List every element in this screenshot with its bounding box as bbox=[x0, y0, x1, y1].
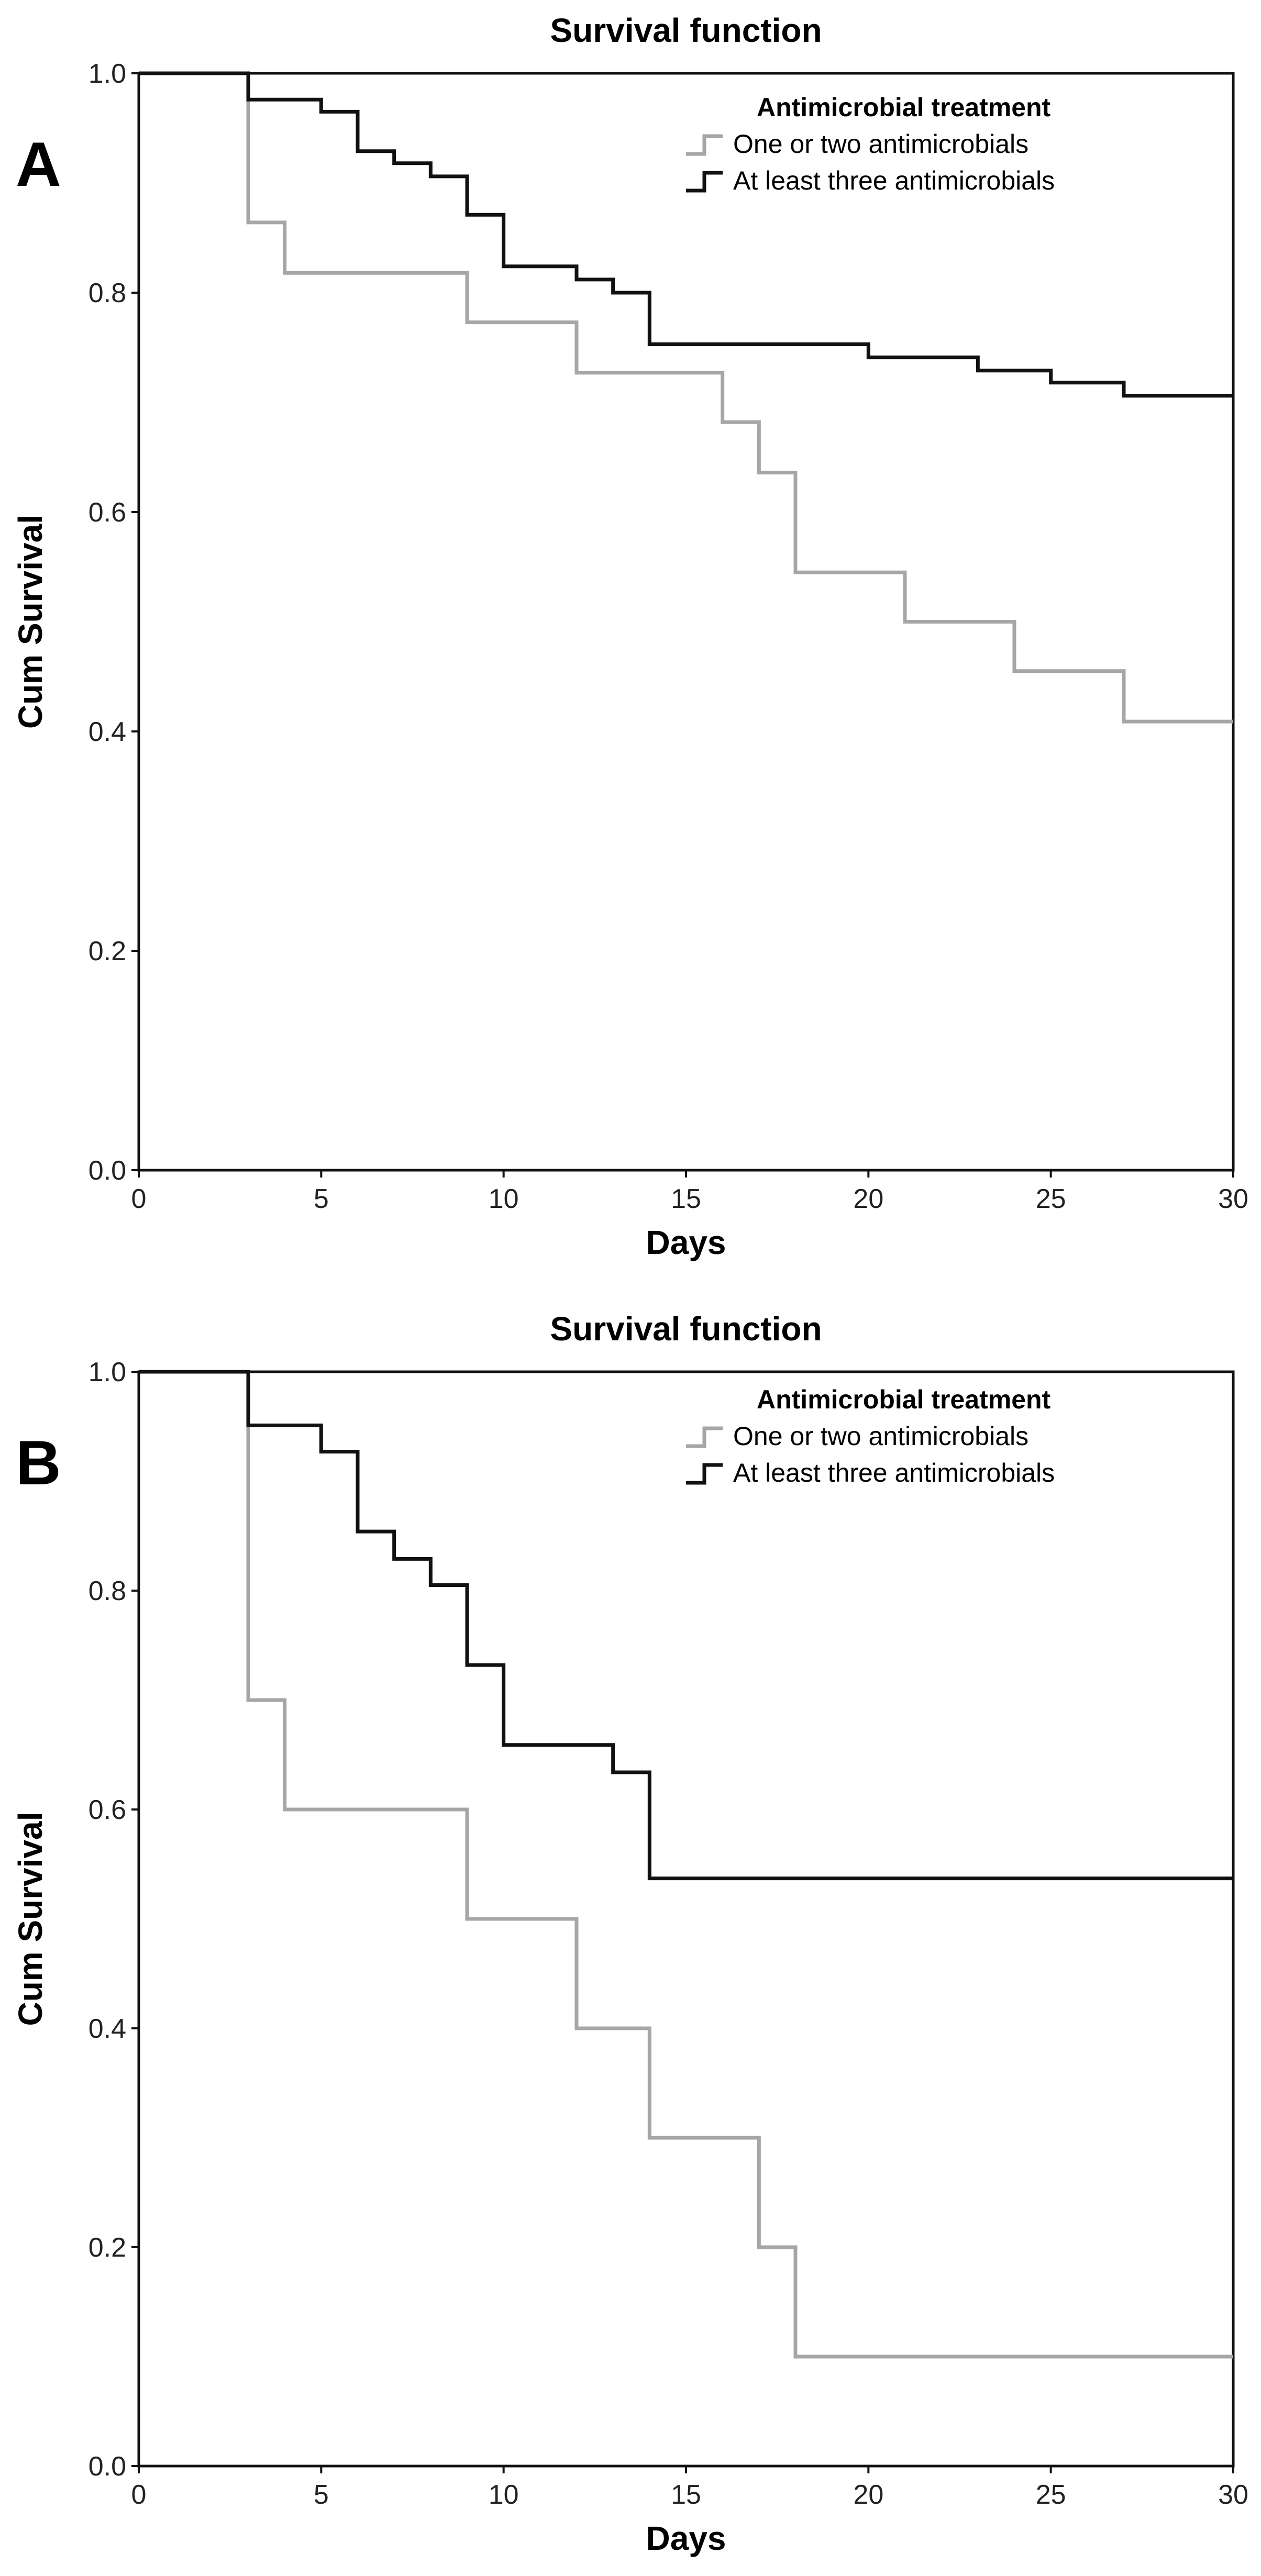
legend: Antimicrobial treatment One or two antimi… bbox=[686, 1385, 1055, 1487]
y-tick-label: 0.8 bbox=[89, 1576, 126, 1606]
series-at-least-three-antimicrobials bbox=[139, 71, 1233, 398]
legend-title: Antimicrobial treatment bbox=[757, 1385, 1051, 1414]
legend-entry-label: At least three antimicrobials bbox=[733, 166, 1055, 195]
panel-a: Survival function A 0 5 10 15 20 25 30 0.0 0.2 0.4 0… bbox=[12, 12, 1248, 1261]
series-one-or-two-antimicrobials bbox=[139, 1370, 1233, 2359]
x-tick-label: 30 bbox=[1218, 1184, 1248, 1214]
x-tick-label: 0 bbox=[131, 1184, 147, 1214]
y-tick-label: 0.2 bbox=[89, 936, 126, 967]
y-tick-label: 0.6 bbox=[89, 497, 126, 528]
legend-entry-label: One or two antimicrobials bbox=[733, 129, 1028, 159]
legend-swatch bbox=[686, 134, 723, 156]
x-tick-label: 15 bbox=[671, 1184, 701, 1214]
plot-frame bbox=[137, 1370, 1235, 2468]
legend-entry-label: One or two antimicrobials bbox=[733, 1422, 1028, 1451]
panel-label: B bbox=[16, 1428, 61, 1498]
legend: Antimicrobial treatment One or two antimi… bbox=[686, 93, 1055, 195]
legend-swatch bbox=[686, 1463, 723, 1485]
legend-swatch bbox=[686, 1426, 723, 1448]
y-axis-title: Cum Survival bbox=[12, 515, 49, 729]
legend-entry-label: At least three antimicrobials bbox=[733, 1458, 1055, 1487]
y-axis-title: Cum Survival bbox=[12, 1812, 49, 2026]
series-one-or-two-antimicrobials bbox=[139, 71, 1233, 724]
y-tick-label: 0.4 bbox=[89, 717, 126, 747]
x-axis-title: Days bbox=[646, 1224, 726, 1261]
series-at-least-three-antimicrobials bbox=[139, 1370, 1233, 1881]
x-tick-label: 20 bbox=[853, 1184, 883, 1214]
panel-b: Survival function B 0 5 10 15 20 25 30 0.0 0.2 0.4 0… bbox=[12, 1310, 1248, 2557]
legend-swatch bbox=[686, 171, 723, 193]
chart-title: Survival function bbox=[550, 12, 822, 49]
x-tick-label: 30 bbox=[1218, 2480, 1248, 2510]
x-tick-label: 25 bbox=[1036, 2480, 1066, 2510]
x-axis-title: Days bbox=[646, 2519, 726, 2557]
x-tick-label: 25 bbox=[1036, 1184, 1066, 1214]
x-tick-label: 10 bbox=[489, 1184, 519, 1214]
y-tick-label: 0.2 bbox=[89, 2233, 126, 2263]
y-tick-label: 0.8 bbox=[89, 278, 126, 308]
x-tick-label: 0 bbox=[131, 2480, 147, 2510]
y-tick-label: 1.0 bbox=[89, 59, 126, 89]
x-tick-label: 5 bbox=[314, 2480, 329, 2510]
x-tick-label: 15 bbox=[671, 2480, 701, 2510]
legend-title: Antimicrobial treatment bbox=[757, 93, 1051, 122]
plot-frame bbox=[137, 72, 1235, 1172]
x-tick-label: 20 bbox=[853, 2480, 883, 2510]
y-tick-label: 0.0 bbox=[89, 1156, 126, 1186]
panel-label: A bbox=[16, 129, 61, 199]
x-tick-label: 10 bbox=[489, 2480, 519, 2510]
y-tick-label: 0.6 bbox=[89, 1795, 126, 1825]
x-tick-label: 5 bbox=[314, 1184, 329, 1214]
y-tick-label: 0.4 bbox=[89, 2014, 126, 2044]
chart-title: Survival function bbox=[550, 1310, 822, 1348]
y-tick-label: 1.0 bbox=[89, 1357, 126, 1387]
y-tick-label: 0.0 bbox=[89, 2451, 126, 2482]
